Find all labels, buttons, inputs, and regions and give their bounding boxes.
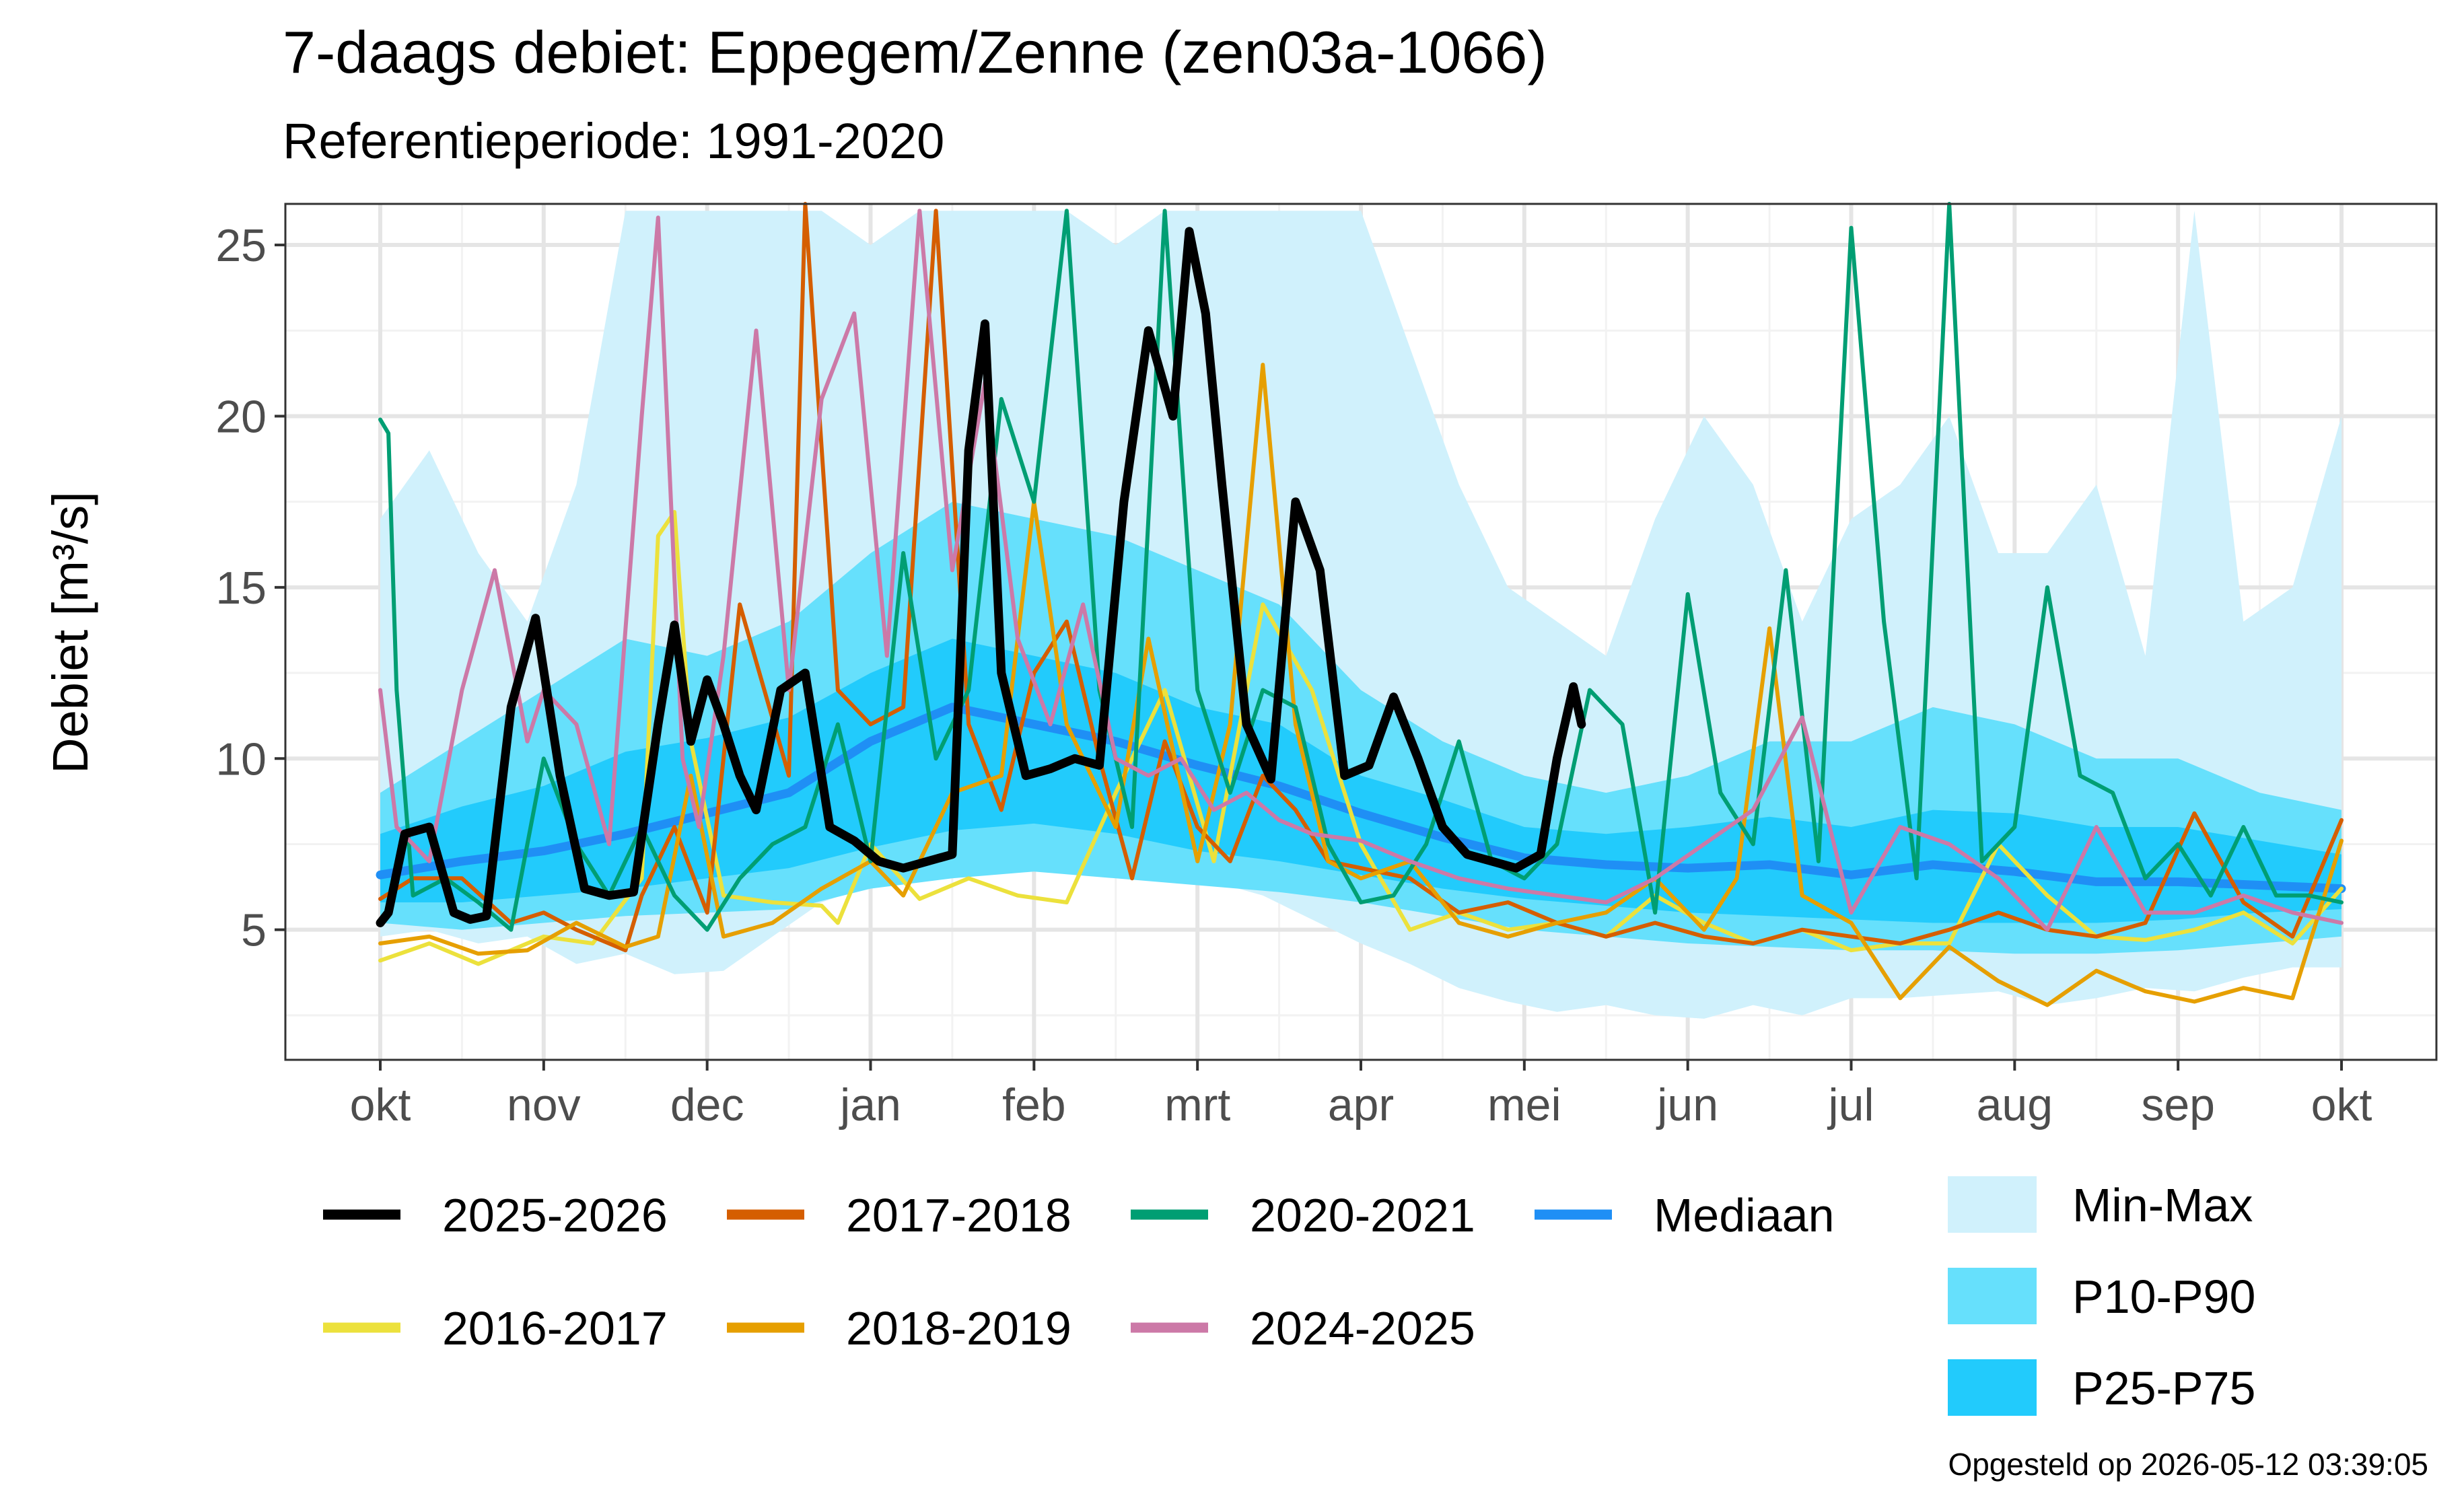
legend-label: Mediaan — [1654, 1189, 1835, 1242]
y-axis: 5 10 15 20 25 — [215, 220, 285, 956]
x-tick-label: feb — [1002, 1079, 1066, 1130]
x-tick-label: jul — [1827, 1079, 1874, 1130]
x-tick-label: dec — [670, 1079, 744, 1130]
x-axis: okt nov dec jan feb mrt apr mei jun jul aug sep okt — [350, 1060, 2372, 1130]
legend-label: P10-P90 — [2072, 1270, 2255, 1323]
x-tick-label: mei — [1487, 1079, 1561, 1130]
x-tick-label: nov — [507, 1079, 581, 1130]
legend-key-p25-p75 — [1948, 1359, 2037, 1416]
legend-label: 2025-2026 — [442, 1189, 668, 1242]
legend-key-p10-p90 — [1948, 1268, 2037, 1324]
data-series — [376, 202, 2346, 1007]
legend-key-min-max — [1948, 1176, 2037, 1233]
series-line-2017-2018 — [378, 202, 2344, 953]
chart-title: 7-daags debiet: Eppegem/Zenne (zen03a-10… — [283, 19, 1547, 85]
legend-label: P25-P75 — [2072, 1362, 2255, 1414]
series-line-2024-2025 — [378, 209, 2344, 932]
x-tick-label: jun — [1656, 1079, 1718, 1130]
x-tick-label: jan — [839, 1079, 901, 1130]
y-tick-label: 15 — [215, 563, 267, 614]
legend-label: Min-Max — [2072, 1179, 2253, 1231]
x-tick-label: apr — [1328, 1079, 1394, 1130]
legend-label: 2024-2025 — [1250, 1302, 1475, 1355]
x-tick-label: mrt — [1164, 1079, 1230, 1130]
series-line-2020-2021 — [378, 202, 2344, 932]
legend-label: 2016-2017 — [442, 1302, 668, 1355]
legend: 2025-2026 2017-2018 2020-2021 Mediaan 2016-2… — [323, 1176, 2255, 1416]
x-tick-label: sep — [2141, 1079, 2215, 1130]
x-tick-label: okt — [350, 1079, 411, 1130]
y-tick-label: 25 — [215, 220, 267, 271]
legend-label: 2017-2018 — [846, 1189, 1071, 1242]
series-line-2025-2026 — [376, 227, 1586, 927]
footer-timestamp: Opgesteld op 2026-05-12 03:39:05 — [1948, 1447, 2428, 1482]
y-tick-label: 5 — [241, 905, 267, 956]
percentile-bands — [380, 211, 2342, 1019]
band-p25-p75 — [380, 639, 2342, 923]
y-tick-label: 20 — [215, 391, 267, 442]
chart-subtitle: Referentieperiode: 1991-2020 — [283, 113, 944, 169]
y-tick-label: 10 — [215, 733, 267, 785]
y-axis-label: Debiet [m³/s] — [42, 491, 98, 773]
legend-label: 2020-2021 — [1250, 1189, 1475, 1242]
legend-label: 2018-2019 — [846, 1302, 1071, 1355]
series-line-2018-2019 — [378, 363, 2344, 1007]
x-tick-label: aug — [1977, 1079, 2053, 1130]
x-tick-label: okt — [2311, 1079, 2372, 1130]
plot-area — [284, 202, 2438, 1061]
